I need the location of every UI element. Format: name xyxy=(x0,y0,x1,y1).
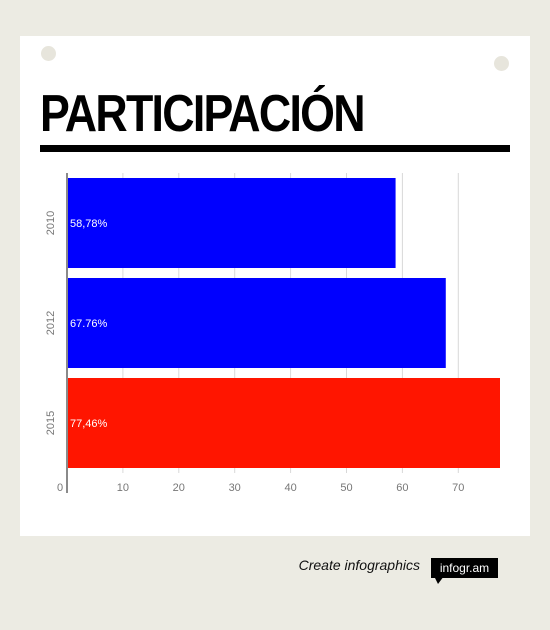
bar-chart: 58,78% 2010 67.76% 2012 77,46% 2015 0 10 20 30 40 5… xyxy=(45,173,500,494)
category-label: 2012 xyxy=(45,311,57,335)
x-tick-label: 10 xyxy=(117,482,129,494)
x-tick-label: 20 xyxy=(173,482,185,494)
bar xyxy=(67,278,446,368)
x-tick-label: 40 xyxy=(284,482,296,494)
bar-value-label: 67.76% xyxy=(70,318,108,330)
category-label: 2015 xyxy=(45,411,57,435)
title-underline xyxy=(40,145,510,152)
bar-value-label: 77,46% xyxy=(70,418,108,430)
category-label: 2010 xyxy=(45,211,57,235)
x-tick-label: 0 xyxy=(57,482,63,494)
x-tick-label: 50 xyxy=(340,482,352,494)
punch-hole-right xyxy=(494,56,509,71)
x-tick-label: 60 xyxy=(396,482,408,494)
punch-hole-left xyxy=(41,46,56,61)
x-tick-label: 70 xyxy=(452,482,464,494)
chart-card: PARTICIPACIÓN 58,78% 2010 67.76% 2012 77,46%… xyxy=(20,36,530,536)
bar xyxy=(67,378,500,468)
footer-cta-text[interactable]: Create infographics xyxy=(298,557,420,573)
badge-speech-tail xyxy=(434,576,444,584)
bar xyxy=(67,178,396,268)
chart-title: PARTICIPACIÓN xyxy=(40,85,366,143)
bar-value-label: 58,78% xyxy=(70,218,108,230)
x-tick-label: 30 xyxy=(229,482,241,494)
infogram-badge[interactable]: infogr.am xyxy=(431,558,498,578)
